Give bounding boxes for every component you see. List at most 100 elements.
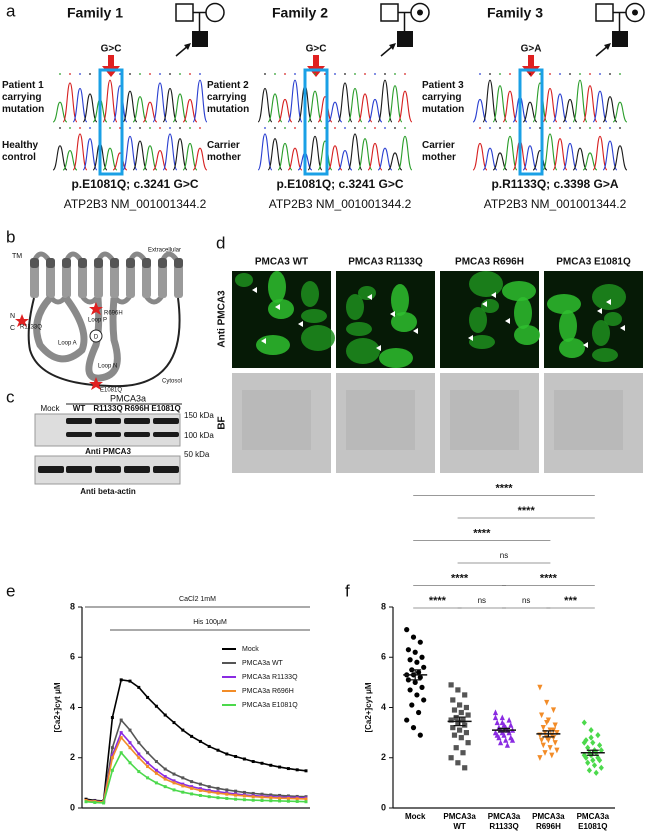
series-point — [146, 761, 150, 765]
pedigree-male — [595, 3, 614, 22]
base-call — [539, 73, 541, 75]
data-point — [499, 714, 505, 721]
y-tick-label: 8 — [381, 601, 386, 611]
series-point — [269, 793, 273, 797]
series-point — [216, 748, 220, 752]
series-point — [251, 798, 255, 802]
base-call — [384, 73, 386, 75]
row-label: Carrier mother — [422, 140, 456, 163]
base-call — [89, 73, 91, 75]
series-point — [119, 731, 123, 735]
data-point — [455, 687, 461, 693]
group-label: PMCA3a — [110, 393, 146, 403]
base-call — [284, 73, 286, 75]
data-point — [509, 737, 516, 743]
series-point — [198, 787, 202, 791]
chromatogram-peak — [367, 142, 383, 171]
cell — [514, 297, 532, 329]
series-point — [260, 761, 264, 765]
chromatogram-peak — [337, 82, 353, 123]
base-call — [589, 127, 591, 129]
data-point — [465, 740, 471, 746]
x-tick-label: PMCA3a R696H — [532, 812, 565, 831]
series-point — [163, 775, 167, 779]
data-point — [581, 739, 587, 746]
base-call — [69, 73, 71, 75]
x-tick-label: PMCA3a E1081Q — [576, 812, 610, 831]
series-point — [216, 791, 220, 795]
chromatogram-peak — [122, 90, 138, 123]
series-point — [190, 786, 194, 790]
arrowhead — [583, 342, 588, 348]
chromatogram-peak — [192, 147, 208, 171]
series-point — [119, 736, 123, 740]
highlight-box — [303, 68, 329, 176]
chromatogram-peak — [307, 135, 323, 171]
data-point — [407, 657, 413, 663]
series-point — [278, 796, 282, 800]
cell — [604, 312, 622, 326]
data-point — [547, 745, 553, 751]
series-point — [93, 800, 97, 804]
base-call — [334, 73, 336, 75]
base-call — [89, 127, 91, 129]
data-point — [409, 702, 415, 708]
series-point — [102, 801, 106, 805]
protein-change: p.E1081Q; c.3241 G>C — [276, 177, 403, 191]
series-point — [128, 728, 132, 732]
proband-arrow-head — [389, 43, 396, 50]
y-tick-label: 6 — [381, 652, 386, 662]
transcript: ATP2B3 NM_001001344.2 — [64, 197, 207, 211]
chromatogram-peak — [267, 138, 283, 171]
series-point — [128, 679, 132, 683]
chromatogram-peak — [482, 147, 498, 171]
annotation: His 100μM — [193, 619, 227, 626]
significance: **** — [451, 572, 469, 584]
chromatogram-peak — [542, 133, 558, 171]
cell — [469, 335, 495, 349]
chromatogram-peak — [472, 142, 488, 171]
family-title: Family 2 — [272, 5, 328, 21]
column-title: PMCA3 E1081Q — [556, 257, 631, 268]
series-point — [207, 790, 211, 794]
chromatogram-peak — [532, 149, 548, 171]
base-call — [404, 73, 406, 75]
row-label: Patient 2 carrying mutation — [207, 80, 250, 115]
arrowhead — [413, 328, 418, 334]
series-point — [119, 678, 123, 682]
series-point — [304, 800, 308, 804]
topology-diagram: TM Extracellular Cytosol N C R1133Q R696… — [10, 248, 183, 394]
sem-bar — [586, 749, 599, 756]
series-point — [278, 765, 282, 769]
data-point — [492, 709, 499, 716]
base-call — [119, 73, 121, 75]
base-call — [489, 73, 491, 75]
base-call — [364, 73, 366, 75]
data-point — [416, 669, 422, 675]
chromatogram-peak — [377, 79, 393, 123]
data-point — [417, 674, 423, 680]
base-call — [539, 127, 541, 129]
chromatogram-peak — [257, 133, 273, 171]
lane-label: Mock — [40, 404, 60, 413]
significance: ns — [478, 596, 486, 605]
series-point — [251, 795, 255, 799]
arrowhead — [620, 325, 625, 331]
base-call — [179, 127, 181, 129]
series-point — [172, 772, 176, 776]
cell — [346, 322, 372, 336]
x-tick-label: Mock — [404, 812, 426, 821]
y-tick-label: 2 — [381, 752, 386, 762]
series-point — [234, 797, 238, 801]
chromatogram-peak — [102, 147, 118, 171]
blot-label: Anti PMCA3 — [85, 447, 131, 456]
base-call — [294, 73, 296, 75]
data-point — [540, 742, 546, 749]
sem-bar — [409, 669, 422, 681]
chromatogram-peak — [82, 138, 98, 171]
row-label: Carrier mother — [207, 140, 241, 163]
cell — [301, 281, 319, 307]
series-point — [154, 781, 158, 785]
base-call — [374, 127, 376, 129]
chromatogram-peak — [182, 98, 198, 123]
